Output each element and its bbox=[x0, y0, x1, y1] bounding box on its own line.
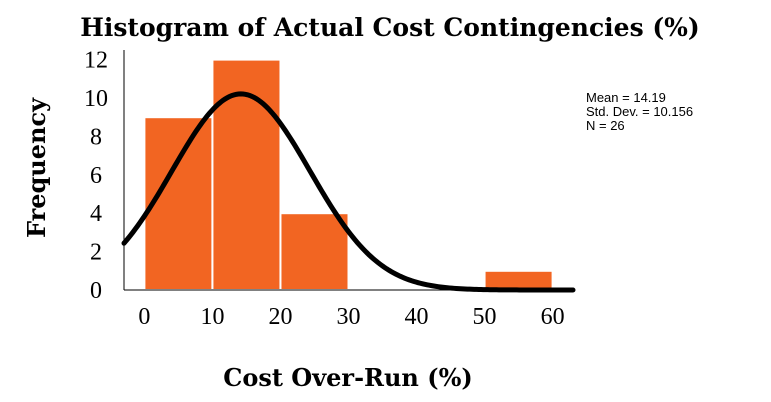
x-tick-label: 10 bbox=[200, 304, 224, 330]
bars-group bbox=[143, 58, 554, 291]
x-tick-label: 30 bbox=[337, 304, 361, 330]
histogram-bar-5 bbox=[483, 269, 554, 291]
y-tick-label: 10 bbox=[84, 86, 108, 112]
x-tick-label: 40 bbox=[405, 304, 429, 330]
y-tick-label: 8 bbox=[90, 124, 102, 150]
histogram-bar-2 bbox=[279, 212, 350, 291]
x-tick-label: 0 bbox=[138, 304, 150, 330]
y-tick-label: 6 bbox=[90, 163, 102, 189]
x-axis-label: Cost Over-Run (%) bbox=[223, 363, 473, 392]
y-axis-label: Frequency bbox=[22, 97, 51, 238]
stat-mean: Mean = 14.19 bbox=[586, 90, 666, 105]
stat-n: N = 26 bbox=[586, 118, 625, 133]
x-tick-label: 60 bbox=[541, 304, 565, 330]
y-tick-label: 0 bbox=[90, 278, 102, 304]
stat-std-dev: Std. Dev. = 10.156 bbox=[586, 104, 693, 119]
chart-title: Histogram of Actual Cost Contingencies (… bbox=[80, 13, 700, 42]
stats-box: Mean = 14.19 Std. Dev. = 10.156 N = 26 bbox=[586, 90, 693, 133]
x-tick-label: 50 bbox=[473, 304, 497, 330]
y-tick-labels: 0 2 4 6 8 10 12 bbox=[84, 48, 108, 304]
histogram-bar-0 bbox=[143, 116, 214, 291]
y-tick-label: 4 bbox=[90, 201, 102, 227]
x-tick-labels: 0 10 20 30 40 50 60 bbox=[138, 304, 564, 330]
axes-group bbox=[123, 50, 573, 291]
y-tick-label: 12 bbox=[84, 48, 108, 74]
y-tick-label: 2 bbox=[90, 240, 102, 266]
x-tick-label: 20 bbox=[268, 304, 292, 330]
